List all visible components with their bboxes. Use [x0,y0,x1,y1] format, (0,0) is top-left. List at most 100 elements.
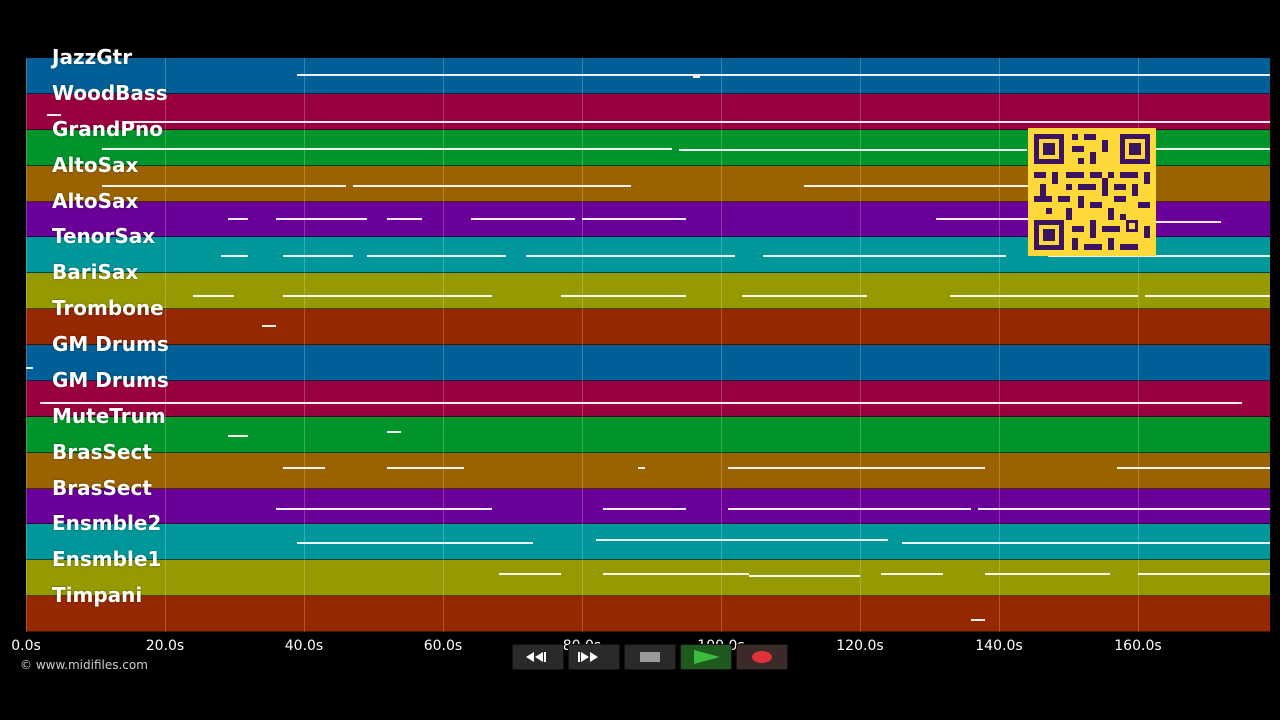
time-tick-label: 20.0s [145,638,185,654]
play-icon [694,650,720,664]
track-label: GM Drums [52,332,169,356]
midi-note-bar [276,508,492,511]
record-button[interactable] [736,644,788,670]
midi-note-bar [387,431,402,434]
note-track [26,489,1270,524]
midi-note-bar [283,294,492,297]
midi-note-bar [971,619,986,622]
midi-note-bar [227,217,249,220]
midi-note-bar [1103,147,1270,150]
midi-note-bar [39,402,1243,405]
track-lane[interactable] [26,416,1270,453]
midi-note-bar [762,255,902,258]
record-icon [752,651,772,663]
track-label: MuteTrum [52,403,166,428]
midi-note-bar [276,217,367,220]
transport-controls [512,644,788,670]
track-label: Trombone [52,296,164,321]
midi-note-bar [985,542,1270,545]
note-track [26,273,1270,308]
midi-note-bar [595,538,888,541]
midi-note-bar [227,434,249,437]
midi-note-bar [936,217,1048,220]
midi-note-bar [1103,221,1222,224]
midi-note-bar [602,508,687,511]
midi-note-bar [741,294,867,297]
midi-note-bar [1186,466,1270,469]
track-lane[interactable] [26,488,1270,525]
rewind-icon [526,652,546,662]
midi-note-bar [297,542,534,545]
midi-note-bar [46,113,61,116]
track-lane[interactable] [26,524,1270,561]
midi-note-bar [366,255,506,258]
track-lane[interactable] [26,273,1270,310]
time-tick-label: 140.0s [975,638,1023,654]
note-track [26,309,1270,344]
track-label: BariSax [52,260,139,285]
track-label: GrandPno [52,116,163,141]
track-label: JazzGtr [52,45,133,69]
note-track [26,237,1270,272]
midi-note-bar [1144,294,1270,297]
track-label: Timpani [52,583,143,608]
credit-text: © www.midifiles.com [20,658,148,672]
midi-note-bar [637,466,645,469]
track-lane[interactable] [26,309,1270,345]
track-label: WoodBass [52,80,168,105]
midi-note-bar [1200,508,1270,511]
midi-note-bar [220,255,249,258]
time-tick-label: 160.0s [1114,638,1162,654]
note-track [26,596,1270,631]
midi-note-bar [26,366,33,369]
note-track [26,524,1270,559]
note-track [26,453,1270,488]
midi-note-bar [102,147,673,150]
track-lane[interactable] [26,596,1270,632]
midi-note-bar [901,542,986,545]
track-lane[interactable] [26,93,1270,130]
midi-note-bar [602,572,749,575]
track-lane[interactable] [26,452,1270,489]
track-label: TenorSax [52,224,156,249]
qr-code-image [1028,128,1156,256]
track-label: GM Drums [52,367,169,392]
time-tick-label: 0.0s [11,638,41,654]
midi-note-bar [352,185,631,188]
midi-note-bar [950,294,1138,297]
midi-note-bar [880,572,944,575]
time-tick-label: 120.0s [836,638,884,654]
midi-note-bar [581,217,687,220]
time-tick-label: 60.0s [423,638,463,654]
midi-note-bar [102,185,346,188]
play-button[interactable] [680,644,732,670]
midi-note-bar [387,217,423,220]
track-lane[interactable] [26,380,1270,417]
rewind-button[interactable] [512,644,564,670]
midi-note-bar [470,217,576,220]
midi-note-bar [526,255,735,258]
note-track [26,345,1270,380]
stop-button[interactable] [624,644,676,670]
qr-code [1028,128,1156,256]
midi-note-bar [561,294,687,297]
midi-note-bar [297,74,1270,77]
midi-note-bar [192,294,235,297]
fast-forward-button[interactable] [568,644,620,670]
stop-icon [640,652,660,662]
midi-note-bar [748,574,860,577]
track-label: AltoSax [52,152,139,177]
track-label: AltoSax [52,188,139,213]
midi-note-bar [1047,255,1270,258]
fast-forward-icon [578,652,598,662]
track-lane[interactable] [26,560,1270,597]
track-lane[interactable] [26,345,1270,381]
midi-note-bar [130,120,1270,123]
midi-note-bar [727,508,972,511]
midi-note-bar [693,75,701,78]
midi-note-bar [283,255,353,258]
midi-note-bar [679,149,1027,152]
note-track [26,130,1270,165]
track-lane[interactable] [26,58,1270,94]
